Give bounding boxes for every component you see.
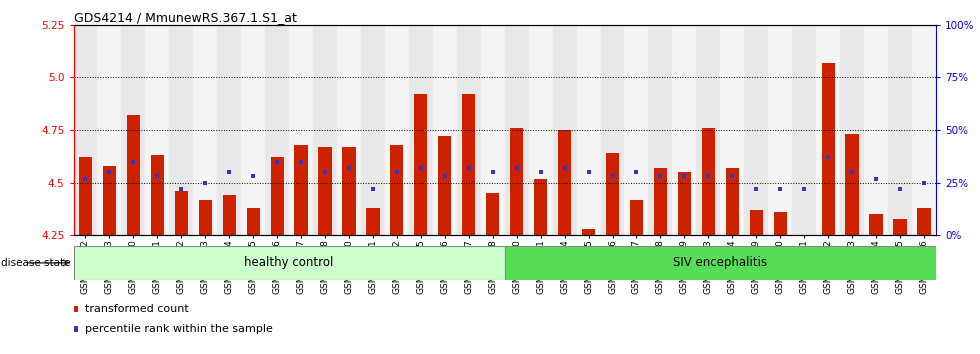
Bar [912, 25, 936, 235]
Bar [126, 115, 140, 235]
Bar [218, 25, 241, 235]
Bar [678, 172, 691, 235]
Bar [821, 63, 835, 235]
Bar [270, 158, 283, 235]
Bar [241, 25, 266, 235]
Text: SIV encephalitis: SIV encephalitis [673, 256, 767, 269]
Bar [505, 246, 936, 280]
Bar [917, 208, 930, 235]
Bar [750, 210, 762, 235]
Bar [576, 25, 601, 235]
Bar [122, 25, 145, 235]
Bar [505, 25, 528, 235]
Bar [145, 25, 170, 235]
Bar [725, 168, 739, 235]
Bar [672, 25, 697, 235]
Text: healthy control: healthy control [244, 256, 334, 269]
Bar [840, 25, 864, 235]
Bar [74, 246, 505, 280]
Bar [697, 25, 720, 235]
Bar [744, 25, 768, 235]
Bar [798, 235, 810, 242]
Bar [768, 25, 792, 235]
Bar [385, 25, 409, 235]
Bar [888, 25, 912, 235]
Bar [534, 178, 547, 235]
Bar [151, 155, 164, 235]
Bar [601, 25, 624, 235]
Text: GDS4214 / MmunewRS.367.1.S1_at: GDS4214 / MmunewRS.367.1.S1_at [74, 11, 296, 24]
Bar [433, 25, 457, 235]
Bar [894, 218, 906, 235]
Bar [558, 130, 571, 235]
Bar [409, 25, 433, 235]
Bar [78, 158, 92, 235]
Bar [367, 208, 379, 235]
Bar [702, 128, 714, 235]
Bar [289, 25, 313, 235]
Bar [582, 229, 595, 235]
Bar [222, 195, 236, 235]
Bar [415, 94, 427, 235]
Bar [553, 25, 576, 235]
Text: disease state: disease state [1, 258, 71, 268]
Bar [816, 25, 840, 235]
Bar [720, 25, 744, 235]
Bar [199, 200, 212, 235]
Bar [294, 145, 308, 235]
Bar [247, 208, 260, 235]
Bar [342, 147, 356, 235]
Bar [457, 25, 481, 235]
Text: transformed count: transformed count [85, 304, 189, 314]
Bar [864, 25, 888, 235]
Bar [337, 25, 361, 235]
Bar [438, 136, 452, 235]
Bar [361, 25, 385, 235]
Bar [463, 94, 475, 235]
Bar [170, 25, 193, 235]
Bar [318, 147, 331, 235]
Bar [481, 25, 505, 235]
Bar [266, 25, 289, 235]
Bar [630, 200, 643, 235]
Bar [313, 25, 337, 235]
Bar [390, 145, 404, 235]
Bar [510, 128, 523, 235]
Bar [792, 25, 816, 235]
Bar [606, 153, 619, 235]
Bar [654, 168, 667, 235]
Text: percentile rank within the sample: percentile rank within the sample [85, 324, 273, 334]
Bar [174, 191, 188, 235]
Bar [773, 212, 787, 235]
Bar [649, 25, 672, 235]
Bar [103, 166, 116, 235]
Bar [74, 25, 97, 235]
Bar [528, 25, 553, 235]
Bar [869, 215, 883, 235]
Bar [486, 193, 499, 235]
Bar [193, 25, 218, 235]
Bar [97, 25, 122, 235]
Bar [624, 25, 649, 235]
Bar [846, 134, 858, 235]
